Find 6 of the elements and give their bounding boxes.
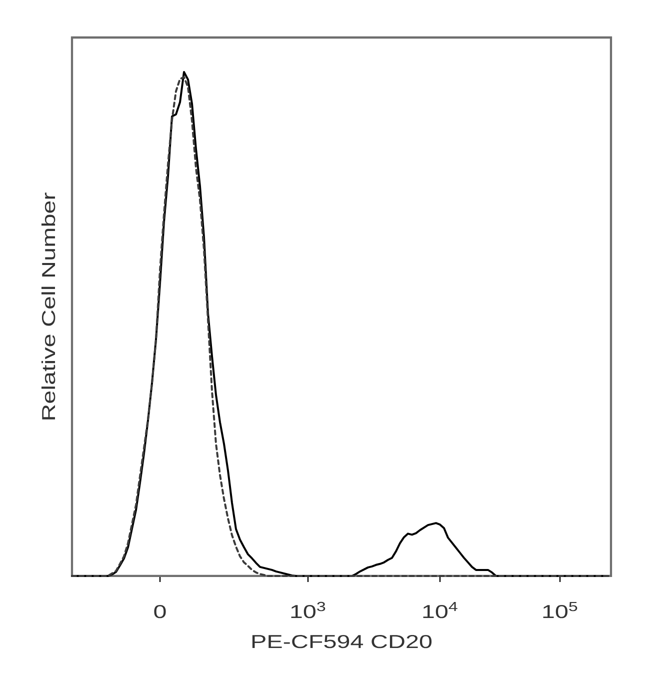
x-tick-label: 10$^{5}$ (543, 602, 578, 618)
y-axis-title: Relative Cell Number (41, 192, 56, 420)
x-axis-title: PE-CF594 CD20 (252, 634, 432, 648)
x-tick-label: 10$^{4}$ (423, 602, 458, 618)
x-tick-label: 10$^{3}$ (291, 602, 326, 618)
x-tick-label: 0 (154, 604, 166, 618)
